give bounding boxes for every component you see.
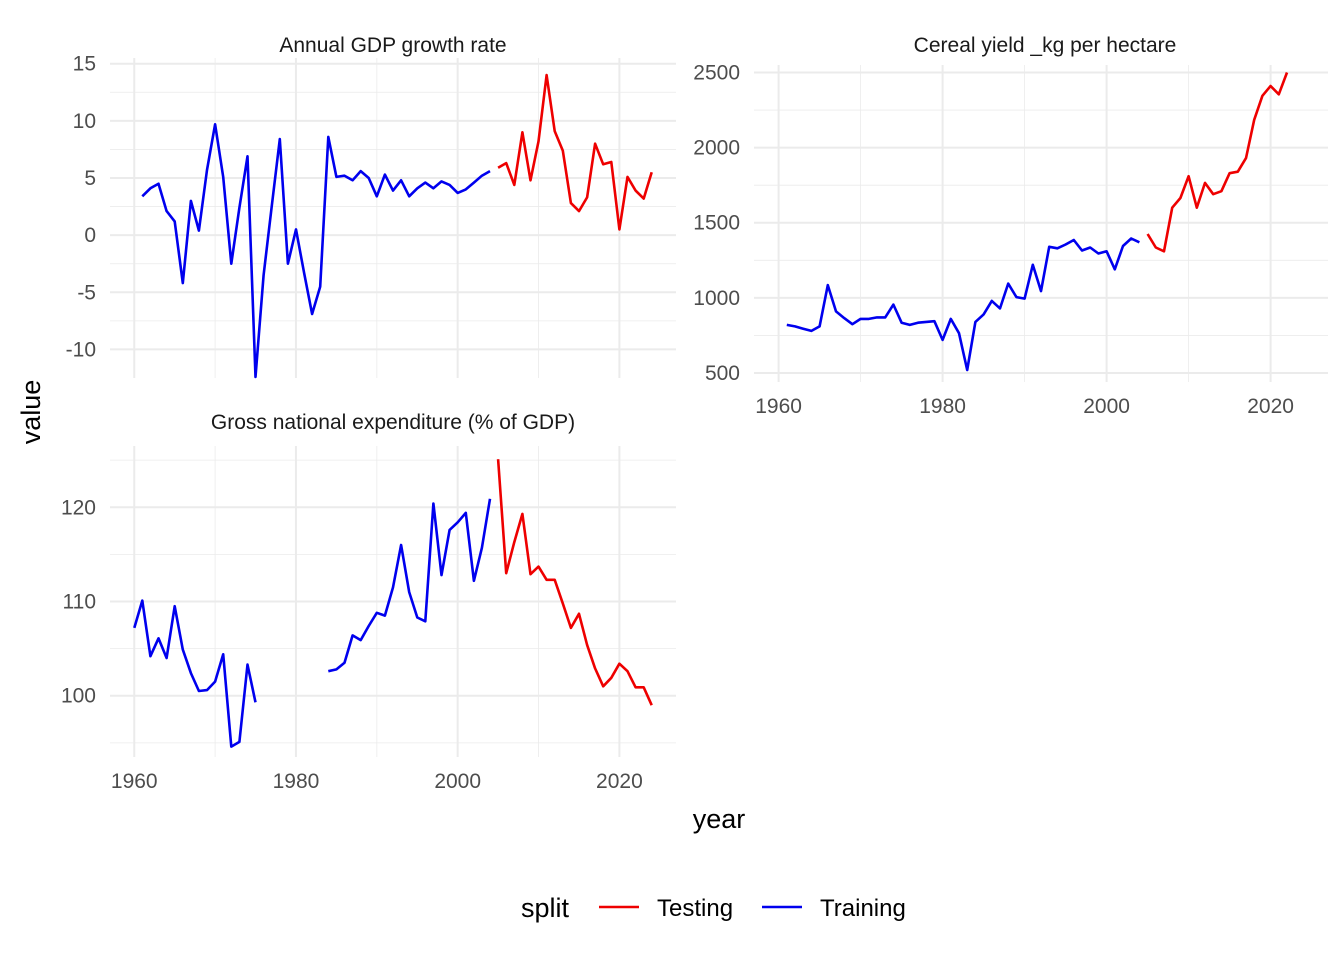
x-tick-label: 2020 [1247,395,1294,418]
legend: split Testing Training [521,893,906,923]
y-tick-label: 0 [84,224,96,247]
panel-gross-national-expenditure: 100 110 120 1960 1980 2000 2020 Gross national … [61,411,676,793]
panel-title: Annual GDP growth rate [279,34,506,57]
legend-label-training: Training [820,895,906,922]
y-tick-label: 5 [84,167,96,190]
x-tick-label: 2000 [1083,395,1130,418]
y-tick-label: 15 [73,53,96,76]
x-tick-label: 1980 [273,770,320,793]
y-tick-label: 2500 [693,62,740,85]
series-line-testing [1146,72,1289,253]
legend-title: split [521,893,570,923]
y-tick-label: 110 [63,591,96,614]
y-tick-label: 100 [61,685,96,708]
series-line-training [786,237,1140,372]
y-tick-label: 120 [61,496,96,519]
x-tick-label: 2020 [596,770,643,793]
panel-gdp-growth: -10 -5 0 5 10 15 Annual GDP growth rate [66,34,676,379]
x-axis-title: year [693,804,746,834]
series-line-training [141,123,491,379]
y-tick-label: 1000 [693,287,740,310]
panel-title: Gross national expenditure (% of GDP) [211,411,575,434]
x-tick-label: 1960 [111,770,158,793]
y-tick-label: 10 [73,110,96,133]
y-tick-label: 1500 [693,212,740,235]
x-tick-label: 2000 [434,770,481,793]
y-axis-title: value [16,380,46,445]
y-tick-label: -10 [66,338,96,361]
y-tick-label: 2000 [693,137,740,160]
series-line-testing [497,73,653,231]
series-line-training [133,599,257,748]
x-tick-label: 1960 [755,395,802,418]
series-line-training [328,498,492,673]
legend-label-testing: Testing [657,895,733,922]
series-line-testing [496,459,653,706]
panel-cereal-yield: 500 1000 1500 2000 2500 1960 1980 2000 2020 Cerea… [693,34,1328,418]
y-tick-label: -5 [77,281,96,304]
panel-title: Cereal yield _kg per hectare [914,34,1177,57]
x-tick-label: 1980 [919,395,966,418]
y-tick-label: 500 [705,362,740,385]
